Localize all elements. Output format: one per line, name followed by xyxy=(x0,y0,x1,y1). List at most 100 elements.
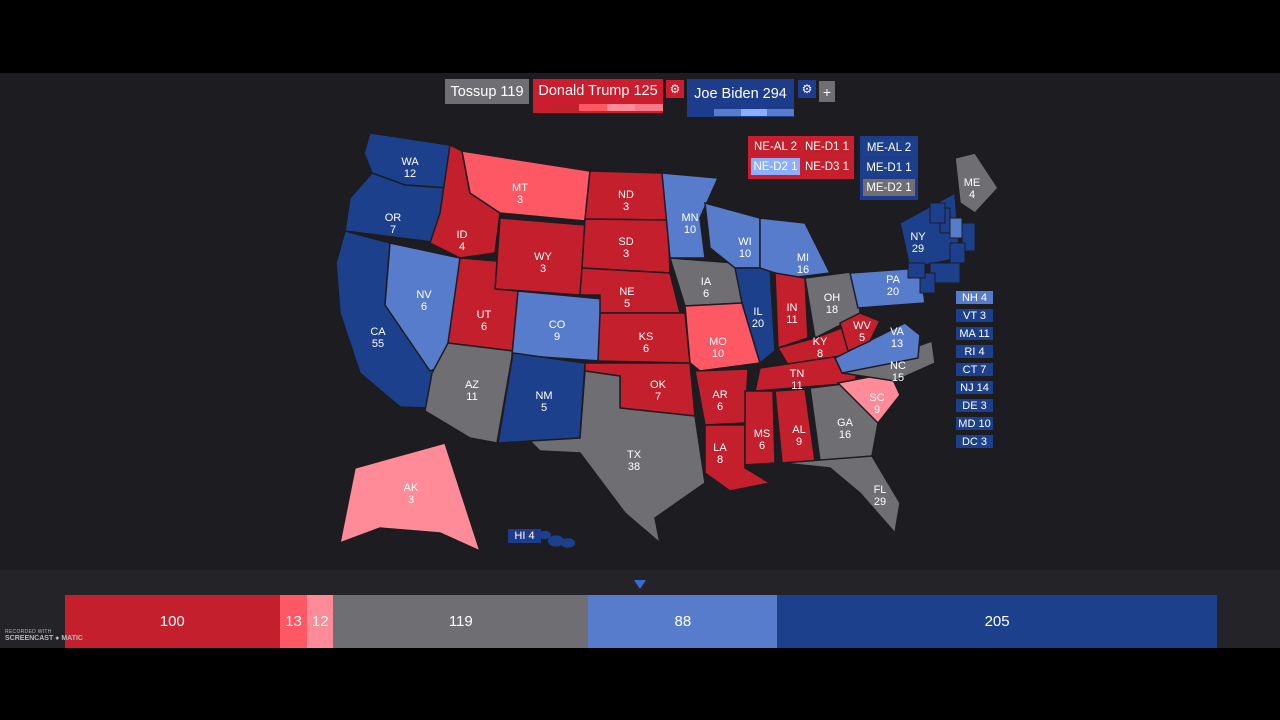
biden-button[interactable]: Joe Biden 294 xyxy=(687,79,795,117)
hawaii-island[interactable] xyxy=(561,538,575,548)
state-ak[interactable] xyxy=(338,442,482,553)
state-label-tx: TX 38 xyxy=(627,449,642,473)
small-state-nh[interactable]: NH 4 xyxy=(956,291,993,304)
state-label-fl: FL 29 xyxy=(874,484,887,508)
bar-segment-likely_r: 13 xyxy=(279,595,308,648)
me-al-button[interactable]: ME-AL 2 xyxy=(863,139,915,156)
state-label-ms: MS 6 xyxy=(754,428,771,452)
trump-button[interactable]: Donald Trump 125 xyxy=(533,79,663,113)
state-label-ak: AK 3 xyxy=(404,482,419,506)
ne-al-button[interactable]: NE-AL 2 xyxy=(751,139,800,155)
hawaii-island[interactable] xyxy=(539,530,551,540)
state-in[interactable] xyxy=(774,272,809,350)
state-label-wa: WA 12 xyxy=(401,156,419,180)
trump-rating-tiers xyxy=(551,104,663,111)
ne-d1-button[interactable]: NE-D1 1 xyxy=(803,139,851,155)
state-label-mt: MT 3 xyxy=(512,182,528,206)
state-mt[interactable] xyxy=(461,150,591,222)
state-fl[interactable] xyxy=(781,455,901,535)
screencast-watermark: RECORDED WITH SCREENCAST ● MATIC xyxy=(5,629,83,642)
me-d2-button[interactable]: ME-D2 1 xyxy=(863,179,915,196)
northeast-state-shape[interactable] xyxy=(949,217,963,239)
state-label-ok: OK 7 xyxy=(650,379,667,403)
state-label-mi: MI 16 xyxy=(797,252,809,276)
bar-segment-safe_d: 205 xyxy=(777,595,1217,648)
state-label-ne: NE 5 xyxy=(619,286,634,310)
state-label-pa: PA 20 xyxy=(886,274,901,298)
ne-d2-button[interactable]: NE-D2 1 xyxy=(751,158,800,175)
me-d1-button[interactable]: ME-D1 1 xyxy=(863,159,915,176)
bar-segment-lean_r: 12 xyxy=(307,595,334,648)
state-me[interactable] xyxy=(954,152,999,214)
northeast-state-shape[interactable] xyxy=(907,262,926,279)
northeast-state-shape[interactable] xyxy=(949,242,966,264)
small-state-md[interactable]: MD 10 xyxy=(956,417,993,430)
ne-d3-button[interactable]: NE-D3 1 xyxy=(803,158,851,175)
state-label-nm: NM 5 xyxy=(535,390,552,414)
state-label-ar: AR 6 xyxy=(712,389,727,413)
state-wv[interactable] xyxy=(839,312,882,353)
state-label-ny: NY 29 xyxy=(910,231,926,255)
state-ms[interactable] xyxy=(744,390,776,466)
state-tx[interactable] xyxy=(528,370,706,545)
state-label-me: ME 4 xyxy=(964,177,981,201)
state-pa[interactable] xyxy=(849,267,926,309)
small-state-ct[interactable]: CT 7 xyxy=(956,363,993,376)
us-map: WA 12 OR 7 CA 55 NV 6 ID 4 MT 3 WY 3 UT 6 AZ 11 CO 9 NM 5 ND 3 S… xyxy=(335,132,999,553)
state-label-nv: NV 6 xyxy=(416,289,432,313)
state-label-wi: WI 10 xyxy=(738,236,751,260)
state-va[interactable] xyxy=(834,322,921,374)
state-label-ky: KY 8 xyxy=(813,336,828,360)
state-label-sc: SC 9 xyxy=(869,392,884,416)
state-mn[interactable] xyxy=(661,172,720,259)
small-state-de[interactable]: DE 3 xyxy=(956,399,993,412)
state-label-ks: KS 6 xyxy=(639,331,654,355)
state-label-wy: WY 3 xyxy=(534,251,552,275)
small-state-dc[interactable]: DC 3 xyxy=(956,435,993,448)
northeast-state-shape[interactable] xyxy=(929,202,946,224)
state-label-il: IL 20 xyxy=(752,306,764,330)
small-state-nj[interactable]: NJ 14 xyxy=(956,381,993,394)
electoral-vote-bar: 100 13 12 119 88 205 xyxy=(0,570,1280,648)
biden-rating-tiers xyxy=(714,109,795,116)
state-label-wv: WV 5 xyxy=(853,320,871,344)
biden-settings-gear-icon[interactable]: ⚙ xyxy=(798,80,816,98)
state-label-va: VA 13 xyxy=(890,326,905,350)
biden-label: Joe Biden 294 xyxy=(694,86,787,102)
state-label-co: CO 9 xyxy=(549,319,566,343)
tossup-button[interactable]: Tossup 119 xyxy=(445,79,529,104)
state-label-la: LA 8 xyxy=(713,442,727,466)
state-mi[interactable] xyxy=(759,217,832,279)
state-label-nc: NC 15 xyxy=(890,360,906,384)
state-label-oh: OH 18 xyxy=(824,292,841,316)
state-label-or: OR 7 xyxy=(385,212,402,236)
bar-segment-likely_d: 88 xyxy=(588,595,778,648)
trump-settings-gear-icon[interactable]: ⚙ xyxy=(666,80,684,98)
hawaii-button[interactable]: HI 4 xyxy=(508,529,541,543)
state-label-sd: SD 3 xyxy=(618,236,633,260)
maine-districts: ME-AL 2 ME-D1 1 ME-D2 1 xyxy=(860,136,918,200)
bar-segment-safe_r: 100 xyxy=(65,595,280,648)
state-label-tn: TN 11 xyxy=(790,368,805,392)
state-label-nd: ND 3 xyxy=(618,189,634,213)
bar-segment-tossup: 119 xyxy=(333,595,589,648)
state-label-ia: IA 6 xyxy=(701,276,712,300)
state-label-ga: GA 16 xyxy=(837,417,854,441)
electoral-map-app: Tossup 119 Donald Trump 125 ⚙ Joe Biden … xyxy=(0,73,1280,648)
state-label-ut: UT 6 xyxy=(477,309,492,333)
state-label-mn: MN 10 xyxy=(681,212,698,236)
trump-label: Donald Trump 125 xyxy=(538,83,658,99)
add-candidate-button[interactable]: + xyxy=(819,81,835,102)
state-wi[interactable] xyxy=(704,201,761,269)
small-state-ri[interactable]: RI 4 xyxy=(956,345,993,358)
state-label-al: AL 9 xyxy=(792,424,805,448)
state-label-id: ID 4 xyxy=(457,229,468,253)
small-state-ma[interactable]: MA 11 xyxy=(956,327,993,340)
small-state-vt[interactable]: VT 3 xyxy=(956,309,993,322)
watermark-line1: RECORDED WITH xyxy=(5,629,52,635)
state-label-in: IN 11 xyxy=(786,302,797,326)
nebraska-districts: NE-AL 2 NE-D1 1 NE-D2 1 NE-D3 1 xyxy=(748,136,854,179)
state-mo[interactable] xyxy=(684,302,761,372)
hawaii-island[interactable] xyxy=(548,535,564,547)
state-label-az: AZ 11 xyxy=(465,379,479,403)
